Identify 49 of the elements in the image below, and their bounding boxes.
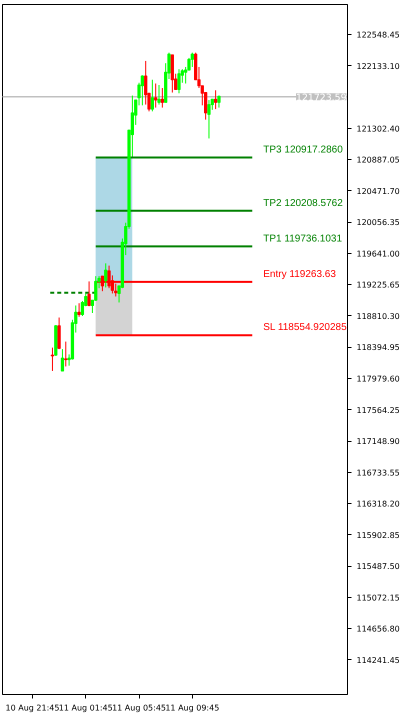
y-tick-label: 116318.20 [356, 500, 400, 509]
x-tick-label: 11 Aug 01:45 [58, 704, 113, 712]
y-tick-label: 117979.60 [356, 374, 400, 384]
y-tick-label: 120056.35 [356, 218, 400, 228]
y-tick-label: 115072.15 [356, 593, 400, 602]
series-label: Entry 119263.63 [263, 268, 336, 280]
candlestick [150, 79, 154, 112]
x-tick-label: 11 Aug 05:45 [112, 704, 166, 712]
y-tick-label: 121302.40 [356, 124, 400, 134]
candlestick [207, 100, 211, 139]
series-label: TP2 120208.5762 [263, 198, 344, 209]
candlestick [57, 317, 61, 350]
y-tick-label: 116733.55 [356, 468, 400, 478]
candlestick [77, 302, 81, 318]
y-tick-label: 114241.45 [356, 656, 400, 665]
candlestick [64, 341, 68, 367]
y-tick-label: 118810.30 [356, 312, 400, 321]
y-tick-label: 115487.50 [356, 562, 400, 572]
y-tick-label: 117564.25 [356, 406, 400, 415]
y-tick-label: 118394.95 [356, 343, 400, 352]
y-tick-label: 114656.80 [356, 624, 400, 634]
candlestick [157, 84, 161, 106]
candlestick [140, 74, 144, 106]
x-tick-label: 10 Aug 21:45 [6, 704, 60, 712]
x-tick-label: 11 Aug 09:45 [165, 704, 220, 712]
candlestick [177, 68, 181, 94]
candlestick [154, 83, 158, 108]
candlestick [160, 88, 164, 108]
ref-line-label: 121723.59 [296, 92, 347, 104]
candlestick [80, 300, 84, 317]
y-tick-label: 119641.00 [356, 249, 400, 258]
series-label: SL 118554.920285 [263, 322, 348, 334]
series-label: TP3 120917.2860 [263, 144, 344, 156]
series-label: TP1 119736.1031 [263, 233, 342, 244]
y-tick-label: 122548.45 [356, 30, 400, 40]
y-tick-label: 119225.65 [356, 280, 400, 290]
y-tick-label: 120471.70 [356, 186, 400, 196]
candlestick [87, 280, 91, 307]
y-tick-label: 117148.90 [356, 437, 400, 446]
candlestick [214, 90, 218, 110]
candlestick [60, 348, 64, 372]
candlestick [190, 52, 194, 68]
candlestick [144, 60, 148, 106]
candlestick [217, 95, 221, 108]
candlestick [104, 262, 108, 288]
y-tick-label: 122133.10 [356, 62, 400, 71]
candlestick [50, 347, 54, 372]
y-tick-label: 120887.05 [356, 156, 400, 165]
y-tick-label: 115902.85 [356, 530, 400, 540]
